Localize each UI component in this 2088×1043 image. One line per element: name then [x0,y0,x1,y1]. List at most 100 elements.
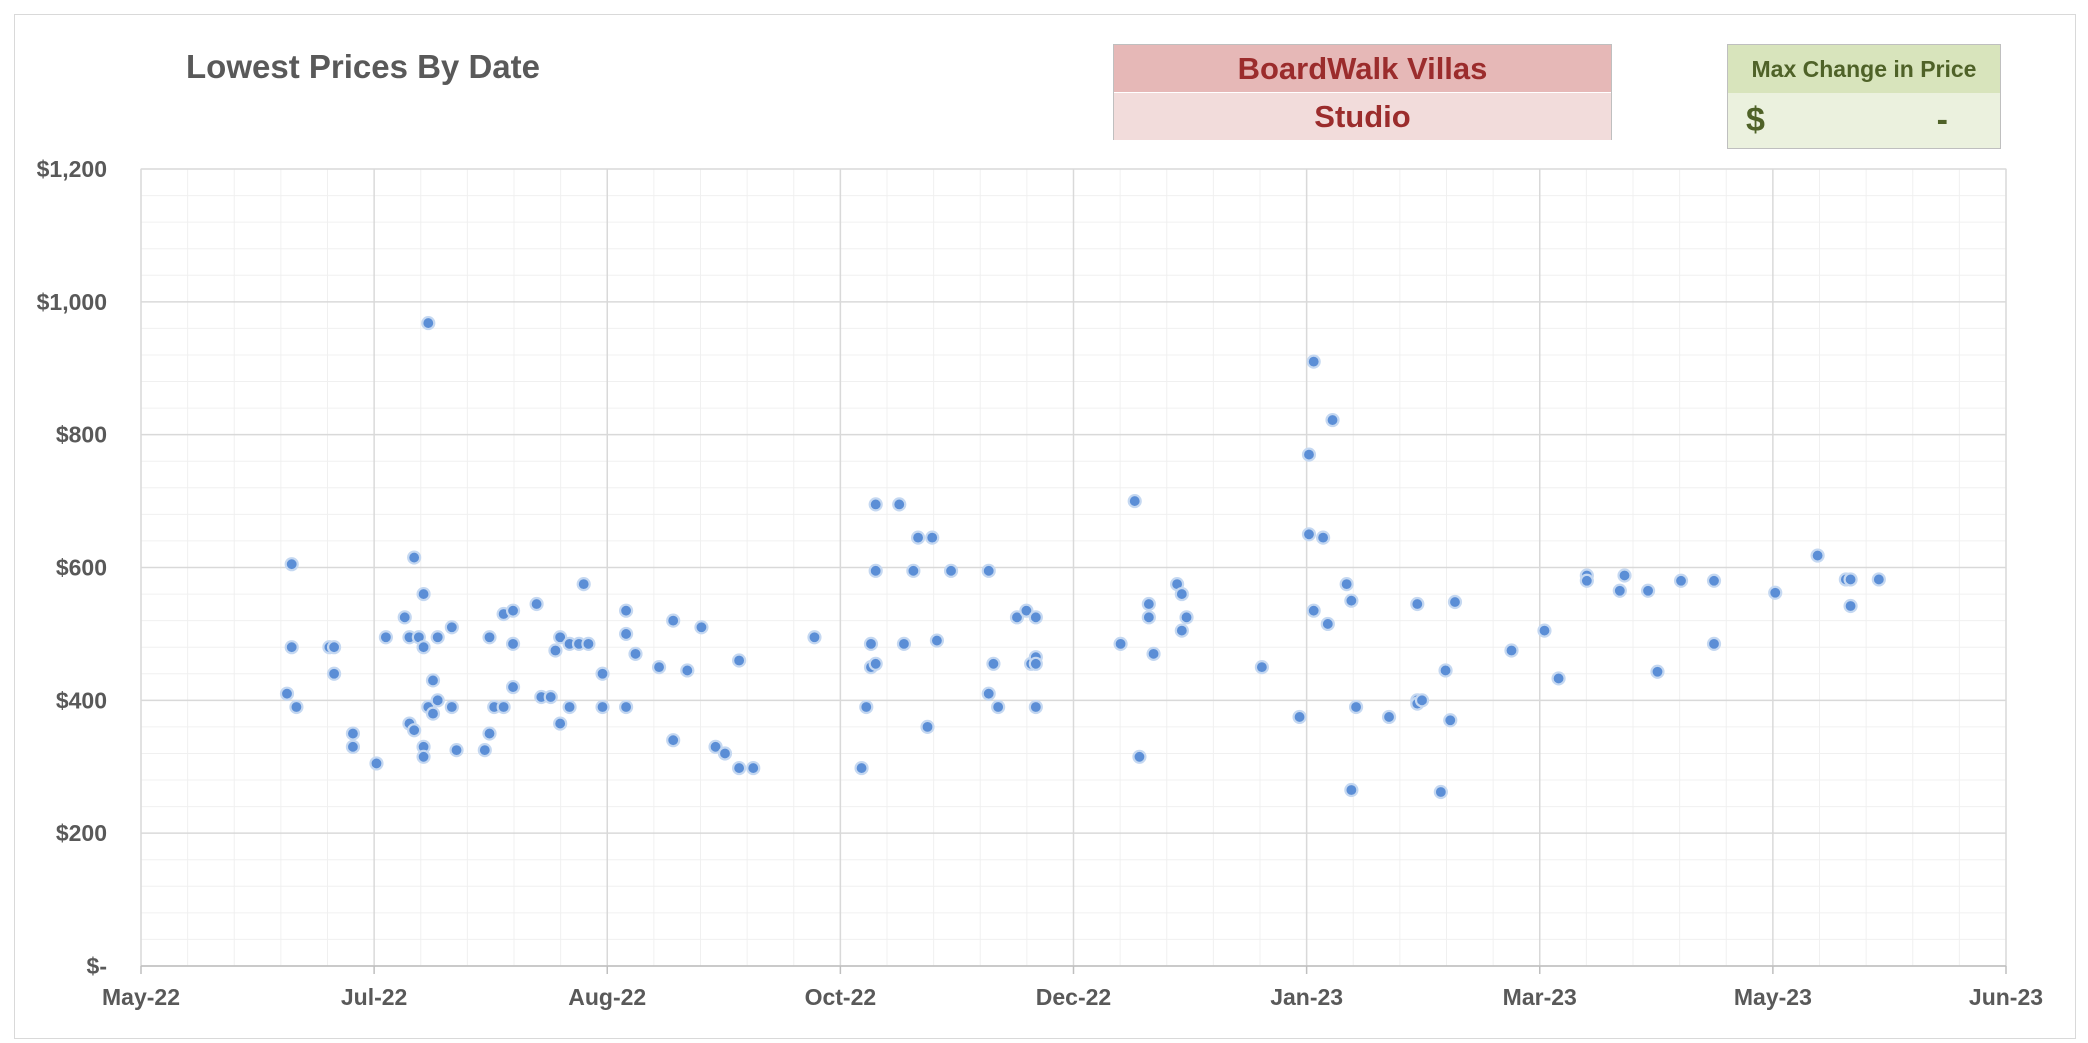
y-tick-label: $800 [56,422,107,448]
data-point [425,673,441,688]
data-point [548,643,563,658]
x-tick-label: Aug-22 [568,984,646,1010]
y-tick-label: $600 [56,555,107,581]
data-point [444,620,459,635]
data-point [416,749,431,764]
data-point [449,743,464,758]
max-change-panel: Max Change in Price $ - [1727,44,2001,149]
data-point [1344,593,1359,608]
data-point [1127,493,1142,509]
room-type[interactable]: Studio [1114,93,1611,140]
data-point [425,706,441,721]
y-tick-label: $200 [56,820,107,846]
data-point [1028,699,1043,715]
data-point [1871,572,1886,587]
data-point [1706,636,1722,651]
x-tick-label: Oct-22 [805,984,877,1010]
data-point [595,666,610,681]
data-point [1344,782,1359,798]
data-point [1768,585,1783,600]
data-point [1551,671,1566,686]
data-point [1447,594,1463,610]
y-tick-label: $1,000 [37,289,107,315]
data-point [416,586,431,602]
data-point [397,610,412,625]
data-point [284,557,299,572]
data-point [666,613,681,628]
data-point [1810,548,1825,563]
data-point [746,760,761,776]
data-point [1612,583,1627,598]
x-tick-label: Jan-23 [1270,984,1343,1010]
data-point [477,743,492,758]
data-point [943,563,959,578]
data-point [1146,646,1161,661]
data-point [482,726,497,741]
data-point [1292,709,1307,725]
data-point [920,719,935,735]
data-point [496,699,511,715]
data-point [1306,603,1321,618]
data-point [1113,636,1128,651]
data-point [326,666,342,681]
data-point [1325,412,1340,428]
data-point [628,646,643,661]
data-point [430,630,445,645]
data-point [1320,616,1335,632]
data-point [505,603,521,618]
data-point [505,679,521,695]
data-point [925,530,940,545]
data-point [859,699,874,715]
data-point [1174,623,1189,638]
data-point [854,760,869,776]
data-point [1028,610,1043,625]
data-point [1179,610,1194,625]
data-point [430,693,445,708]
data-point [618,699,634,715]
data-point [1414,693,1430,708]
data-point [581,636,596,651]
data-point [1706,573,1722,588]
data-point [618,603,634,618]
data-point [1673,573,1689,588]
data-point [807,630,822,645]
data-point [1433,784,1448,800]
data-point [553,716,568,731]
x-tick-label: May-23 [1734,984,1812,1010]
data-point [1141,610,1156,625]
data-point [910,530,926,545]
data-point [1843,572,1858,587]
data-point [1579,573,1594,588]
x-tick-label: Jun-23 [1969,984,2043,1010]
data-point [416,640,431,655]
data-point [284,640,299,655]
data-point [1316,530,1331,545]
data-point [1443,713,1458,728]
data-point [444,699,459,715]
data-point [1028,656,1043,671]
data-point [1381,709,1397,725]
resort-name[interactable]: BoardWalk Villas [1114,45,1611,93]
data-point [1301,447,1317,462]
y-tick-label: $- [87,953,107,979]
data-point [1141,596,1156,612]
data-point [892,497,907,512]
data-point [981,686,996,701]
data-point [1009,610,1025,625]
data-point [991,699,1006,715]
data-point [717,746,733,761]
data-point [732,760,747,776]
data-point [732,653,747,668]
data-point [868,656,883,671]
data-point [906,563,921,578]
resort-selector[interactable]: BoardWalk Villas Studio [1113,44,1612,140]
data-point [529,596,544,612]
data-point [369,756,384,771]
data-point [553,630,568,645]
data-point [1504,643,1519,658]
data-point [618,626,634,642]
data-point [1650,664,1665,679]
data-point [868,563,883,578]
data-point [1537,623,1552,638]
data-point [929,633,945,648]
